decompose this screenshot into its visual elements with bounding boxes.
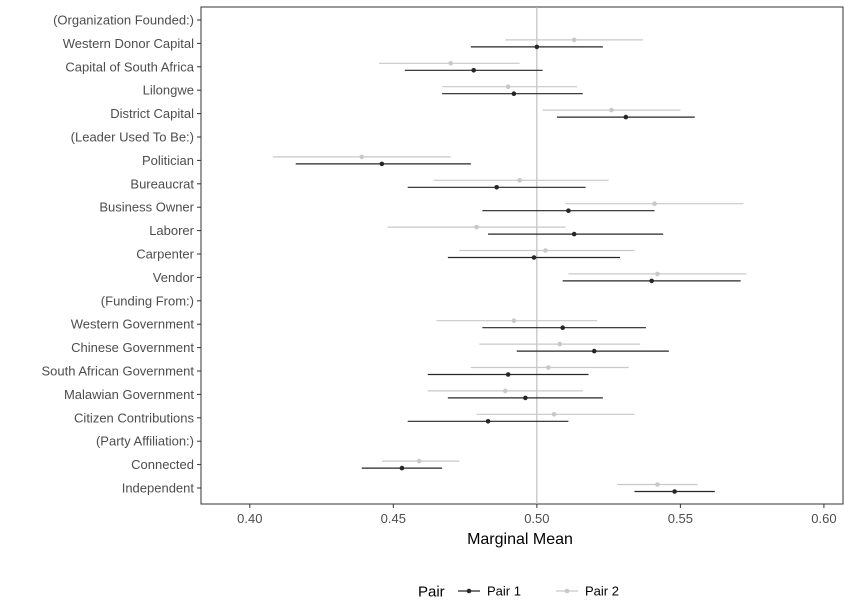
x-tick-label: 0.50: [524, 511, 549, 526]
data-point: [448, 61, 454, 66]
data-point: [649, 278, 654, 284]
legend: Pair Pair 1 Pair 2: [418, 584, 619, 601]
data-point: [416, 458, 422, 464]
data-point: [551, 412, 557, 417]
y-tick-label: Laborer: [149, 223, 194, 238]
data-point: [485, 419, 491, 424]
data-point: [523, 395, 528, 401]
data-point: [557, 341, 563, 347]
series-pair-1: [295, 44, 741, 494]
data-point: [511, 91, 517, 96]
plot-area: [200, 6, 844, 505]
y-tick-label: Vendor: [153, 270, 195, 285]
data-point: [623, 114, 629, 120]
data-point: [505, 372, 511, 377]
data-point: [591, 348, 597, 354]
y-tick-label: Independent: [122, 481, 195, 496]
y-tick-label: (Funding From:): [101, 293, 194, 308]
y-tick-label: Business Owner: [99, 200, 194, 215]
data-point: [379, 161, 385, 167]
panel-border: [200, 6, 844, 505]
legend-label: Pair 1: [487, 584, 521, 599]
legend-title: Pair: [418, 584, 445, 601]
data-point: [652, 201, 657, 206]
data-point: [672, 489, 677, 494]
y-tick-label: Carpenter: [136, 247, 194, 262]
series-pair-2: [272, 37, 747, 487]
y-tick-label: Capital of South Africa: [65, 59, 194, 74]
data-point: [494, 185, 499, 190]
x-tick-label: 0.40: [237, 511, 262, 526]
legend-label: Pair 2: [585, 584, 619, 599]
data-point: [546, 365, 551, 370]
y-tick-label: (Organization Founded:): [53, 13, 194, 28]
y-tick-label: Malawian Government: [64, 387, 194, 402]
x-axis: 0.40 0.45 0.50 0.55 0.60: [237, 504, 837, 526]
data-point: [655, 271, 660, 277]
y-tick-label: Bureaucrat: [130, 176, 194, 191]
y-tick-label: Politician: [142, 153, 194, 168]
data-point: [534, 44, 540, 50]
x-tick-label: 0.55: [668, 511, 693, 526]
y-tick-label: (Party Affiliation:): [96, 434, 194, 449]
legend-key-point: [564, 588, 570, 594]
data-point: [560, 325, 565, 331]
y-tick-label: (Leader Used To Be:): [71, 130, 194, 145]
data-point: [474, 224, 479, 230]
x-tick-label: 0.60: [811, 511, 836, 526]
y-axis: (Organization Founded:) Western Donor Cap…: [42, 13, 201, 496]
data-point: [571, 37, 577, 43]
data-point: [511, 318, 517, 324]
data-point: [502, 388, 508, 394]
y-tick-label: South African Government: [42, 364, 195, 379]
data-point: [471, 68, 477, 73]
y-tick-label: District Capital: [110, 106, 194, 121]
legend-key-point: [466, 588, 472, 594]
data-point: [517, 178, 522, 183]
y-tick-label: Citizen Contributions: [74, 410, 194, 425]
x-axis-title: Marginal Mean: [467, 531, 573, 548]
data-point: [543, 248, 548, 253]
legend-item: Pair 1: [458, 584, 521, 599]
data-point: [531, 255, 537, 260]
y-tick-label: Western Donor Capital: [63, 36, 194, 51]
data-point: [505, 84, 511, 89]
x-tick-label: 0.45: [381, 511, 406, 526]
data-point: [655, 482, 660, 487]
data-point: [609, 107, 614, 113]
data-point: [571, 231, 577, 237]
data-point: [566, 208, 571, 213]
y-tick-label: Western Government: [71, 317, 195, 332]
legend-item: Pair 2: [556, 584, 619, 599]
data-point: [399, 465, 405, 471]
y-tick-label: Chinese Government: [71, 340, 194, 355]
data-point: [359, 154, 365, 160]
y-tick-label: Lilongwe: [143, 83, 194, 98]
y-tick-label: Connected: [131, 457, 194, 472]
